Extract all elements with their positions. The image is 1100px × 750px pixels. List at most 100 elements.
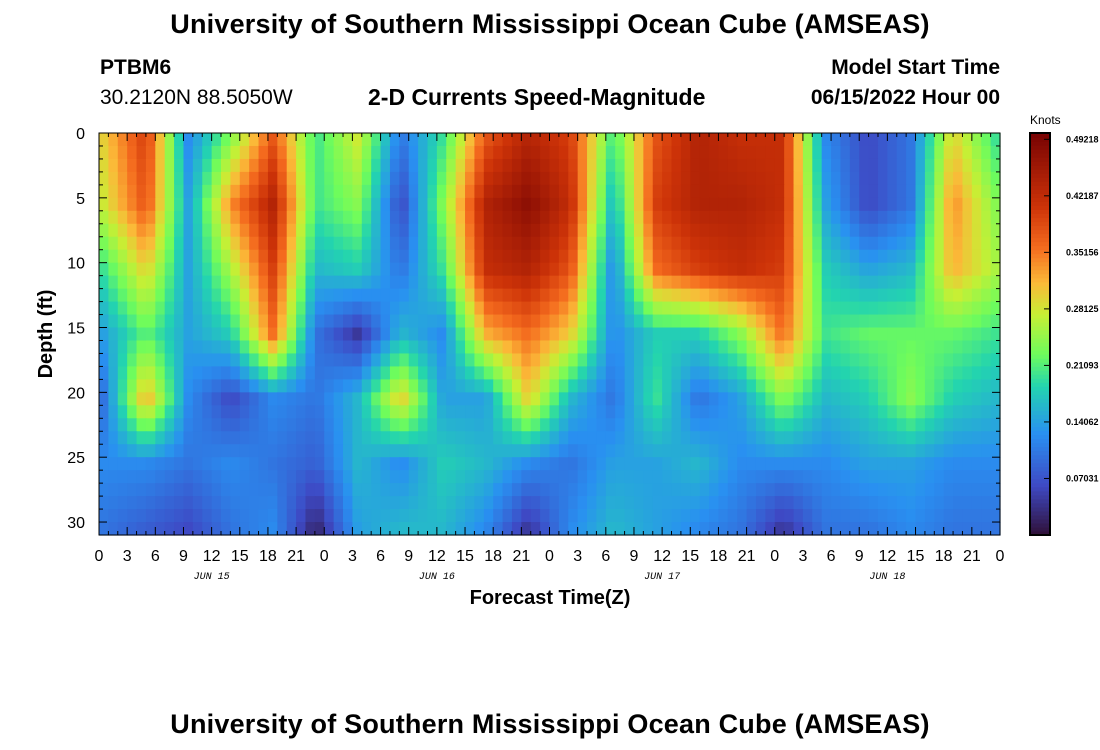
heatmap-cell	[924, 379, 935, 393]
heatmap-cell	[699, 470, 710, 484]
heatmap-cell	[784, 262, 795, 277]
heatmap-cells	[99, 133, 1001, 536]
heatmap-cell	[953, 392, 964, 406]
heatmap-cell	[624, 509, 635, 523]
heatmap-cell	[99, 210, 109, 225]
heatmap-cell	[511, 158, 522, 173]
heatmap-cell	[333, 509, 344, 523]
heatmap-cell	[502, 158, 513, 173]
heatmap-cell	[502, 470, 513, 484]
heatmap-cell	[455, 496, 466, 510]
heatmap-cell	[418, 158, 429, 173]
heatmap-cell	[709, 327, 720, 342]
heatmap-cell	[784, 171, 795, 186]
heatmap-cell	[474, 223, 485, 238]
heatmap-cell	[192, 483, 203, 497]
heatmap-cell	[474, 444, 485, 458]
heatmap-cell	[840, 418, 851, 432]
heatmap-cell	[709, 223, 720, 238]
heatmap-cell	[624, 184, 635, 199]
heatmap-cell	[802, 509, 813, 523]
heatmap-cell	[896, 431, 907, 445]
day-label: JUN 15	[194, 572, 230, 583]
heatmap-cell	[624, 327, 635, 342]
heatmap-cell	[305, 275, 316, 290]
heatmap-cell	[258, 184, 269, 199]
heatmap-cell	[840, 496, 851, 510]
heatmap-cell	[192, 236, 203, 251]
heatmap-cell	[174, 457, 185, 471]
heatmap-cell	[718, 133, 729, 147]
heatmap-cell	[746, 288, 757, 303]
heatmap-cell	[765, 509, 776, 523]
heatmap-cell	[755, 275, 766, 290]
heatmap-cell	[812, 444, 823, 458]
heatmap-cell	[615, 431, 626, 445]
heatmap-cell	[868, 483, 879, 497]
heatmap-cell	[239, 171, 250, 186]
heatmap-cell	[521, 392, 532, 406]
heatmap-cell	[155, 301, 166, 316]
heatmap-cell	[333, 171, 344, 186]
heatmap-cell	[493, 275, 504, 290]
heatmap-cell	[793, 133, 804, 147]
heatmap-cell	[408, 509, 419, 523]
heatmap-cell	[802, 431, 813, 445]
heatmap-cell	[511, 496, 522, 510]
heatmap-cell	[671, 444, 682, 458]
heatmap-cell	[305, 340, 316, 355]
heatmap-cell	[924, 288, 935, 303]
heatmap-cell	[511, 184, 522, 199]
heatmap-cell	[690, 444, 701, 458]
heatmap-cell	[474, 275, 485, 290]
heatmap-cell	[587, 431, 598, 445]
heatmap-cell	[361, 184, 372, 199]
heatmap-cell	[849, 262, 860, 277]
heatmap-cell	[981, 522, 992, 536]
heatmap-cell	[558, 133, 569, 147]
x-tick-label: 12	[428, 548, 446, 565]
heatmap-cell	[831, 418, 842, 432]
heatmap-cell	[296, 470, 307, 484]
heatmap-cell	[380, 470, 391, 484]
heatmap-cell	[821, 275, 832, 290]
heatmap-cell	[221, 353, 231, 368]
heatmap-cell	[615, 392, 626, 406]
heatmap-cell	[924, 145, 935, 160]
colorbar-swatch	[1030, 177, 1050, 182]
heatmap-cell	[371, 171, 382, 186]
heatmap-cell	[371, 327, 382, 342]
heatmap-cell	[934, 522, 945, 536]
heatmap-cell	[624, 470, 635, 484]
heatmap-cell	[221, 171, 231, 186]
heatmap-cell	[915, 353, 926, 368]
heatmap-cell	[127, 392, 138, 406]
heatmap-cell	[493, 184, 504, 199]
heatmap-cell	[221, 418, 231, 432]
colorbar-swatch	[1030, 438, 1050, 444]
heatmap-cell	[511, 133, 522, 147]
heatmap-cell	[596, 444, 607, 458]
heatmap-cell	[615, 418, 626, 432]
heatmap-cell	[558, 444, 569, 458]
colorbar-swatch	[1030, 289, 1050, 295]
heatmap-cell	[652, 353, 663, 368]
heatmap-cell	[943, 210, 954, 225]
heatmap-cell	[802, 133, 813, 147]
heatmap-cell	[868, 509, 879, 523]
heatmap-cell	[577, 288, 588, 303]
heatmap-cell	[511, 340, 522, 355]
heatmap-cell	[718, 405, 729, 419]
heatmap-cell	[746, 353, 757, 368]
heatmap-cell	[483, 496, 494, 510]
heatmap-cell	[906, 496, 917, 510]
heatmap-cell	[380, 457, 391, 471]
heatmap-cell	[577, 522, 588, 536]
heatmap-cell	[643, 483, 654, 497]
heatmap-cell	[943, 262, 954, 277]
heatmap-cell	[868, 158, 879, 173]
heatmap-cell	[136, 275, 147, 290]
heatmap-cell	[727, 418, 738, 432]
heatmap-cell	[709, 379, 720, 393]
heatmap-cell	[774, 171, 785, 186]
